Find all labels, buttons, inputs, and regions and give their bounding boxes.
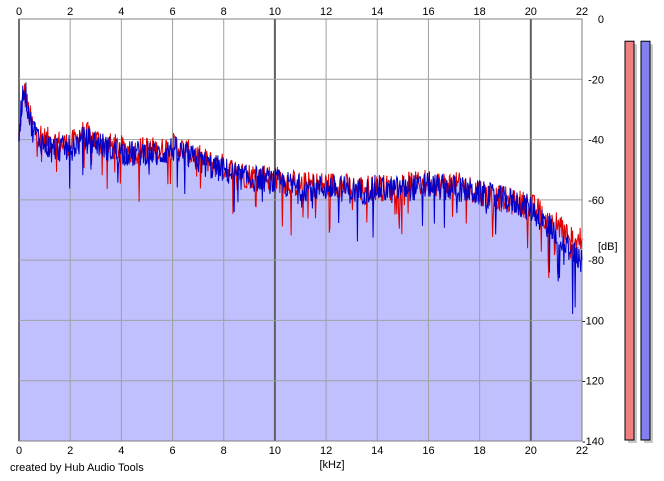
y-axis-label: [dB] (598, 241, 618, 253)
x-tick-label-top: 12 (320, 6, 332, 18)
y-tick-label: -80 (588, 255, 604, 267)
x-tick-label-bottom: 18 (474, 445, 486, 457)
x-tick-label-top: 18 (474, 6, 486, 18)
series-line-1 (18, 82, 583, 315)
x-tick-label-top: 10 (269, 6, 281, 18)
x-tick-label-bottom: 2 (67, 445, 73, 457)
y-tick-label: -100 (582, 315, 604, 327)
grid-lines (18, 18, 583, 442)
credit-text: created by Hub Audio Tools (10, 462, 144, 474)
level-meter-1 (640, 40, 651, 441)
y-tick-label: -120 (582, 376, 604, 388)
level-meter-0 (624, 40, 635, 441)
x-tick-label-top: 16 (422, 6, 434, 18)
y-tick-label: -140 (582, 436, 604, 448)
x-tick-label-bottom: 0 (16, 445, 22, 457)
spectrum-area (19, 82, 582, 442)
x-tick-label-bottom: 14 (371, 445, 383, 457)
x-tick-label-bottom: 4 (118, 445, 124, 457)
series-lines (18, 82, 583, 315)
x-tick-label-bottom: 6 (169, 445, 175, 457)
y-tick-labels: 0 -20 -40 -60 -80 -100 -120 -140 (582, 14, 604, 448)
x-axis-label: [kHz] (319, 459, 344, 471)
y-tick-label: -20 (588, 74, 604, 86)
y-tick-label: -60 (588, 195, 604, 207)
y-tick-label: -40 (588, 135, 604, 147)
x-tick-label-bottom: 10 (269, 445, 281, 457)
x-tick-label-top: 2 (67, 6, 73, 18)
x-tick-labels-top: 0 2 4 6 8 10 12 14 16 18 20 22 (16, 6, 588, 18)
x-tick-label-top: 22 (576, 6, 588, 18)
level-meters (624, 40, 653, 443)
plot-frame (18, 18, 583, 442)
x-tick-label-bottom: 16 (422, 445, 434, 457)
x-tick-label-top: 6 (169, 6, 175, 18)
y-tick-label: 0 (598, 14, 604, 26)
x-tick-labels-bottom: 0 2 4 6 8 10 12 14 16 18 20 22 (16, 445, 588, 457)
x-tick-label-bottom: 22 (576, 445, 588, 457)
x-tick-label-top: 0 (16, 6, 22, 18)
x-tick-label-top: 14 (371, 6, 383, 18)
x-tick-label-top: 4 (118, 6, 124, 18)
x-tick-label-top: 8 (221, 6, 227, 18)
x-tick-label-bottom: 8 (221, 445, 227, 457)
x-tick-label-top: 20 (525, 6, 537, 18)
x-tick-label-bottom: 20 (525, 445, 537, 457)
x-tick-label-bottom: 12 (320, 445, 332, 457)
spectrum-fill (19, 82, 582, 442)
